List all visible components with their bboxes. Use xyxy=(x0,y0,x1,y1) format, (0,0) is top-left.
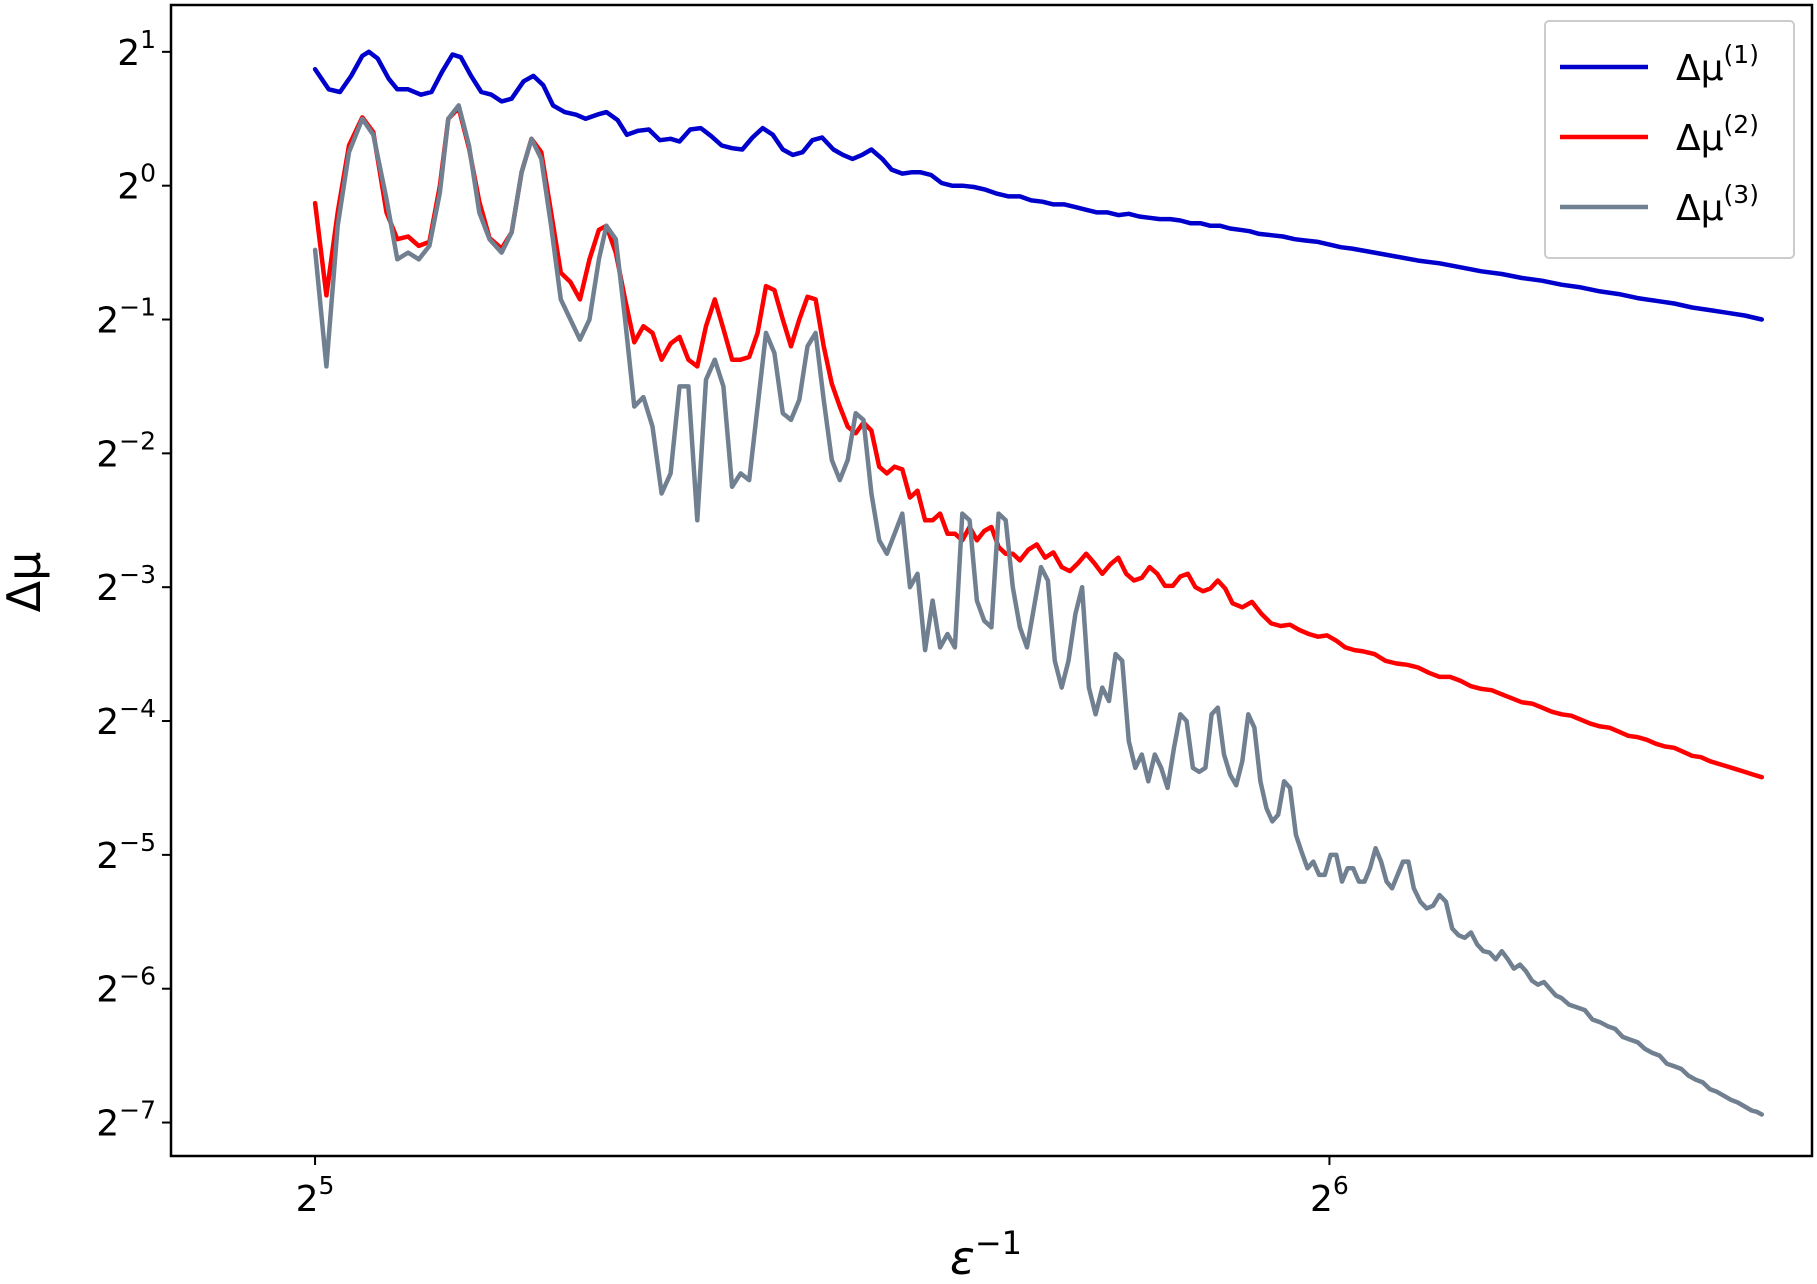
plot-frame xyxy=(169,3,1814,1158)
plot-lines xyxy=(312,49,1765,1117)
y-tick-label: 2−2 xyxy=(96,426,156,475)
y-tick-label: 2−5 xyxy=(96,828,156,877)
x-axis-label-exponent: −1 xyxy=(975,1224,1022,1262)
y-tick-label: 2−3 xyxy=(96,560,156,609)
legend-label-1: Δμ(1) xyxy=(1676,40,1759,89)
y-tick-label: 21 xyxy=(117,25,156,74)
legend: Δμ(1) Δμ(2) Δμ(3) xyxy=(1544,20,1795,259)
y-tick-label: 2−7 xyxy=(96,1096,156,1145)
y-tick-label: 20 xyxy=(117,159,156,208)
series-line-2 xyxy=(312,105,1765,780)
x-axis-ticks: 25 26 xyxy=(296,1156,1349,1220)
y-tick-label: 2−1 xyxy=(96,293,156,342)
series-line-3 xyxy=(312,103,1765,1117)
y-tick-label: 2−6 xyxy=(96,962,156,1011)
y-tick-label: 2−4 xyxy=(96,694,156,743)
x-axis-label: ε−1 xyxy=(950,1224,1022,1284)
y-axis-ticks: 21 20 2−1 2−2 2−3 2−4 2−5 2−6 2−7 xyxy=(96,25,171,1145)
x-tick-label: 26 xyxy=(1310,1171,1349,1220)
legend-label-2: Δμ(2) xyxy=(1676,110,1759,159)
legend-label-3: Δμ(3) xyxy=(1676,180,1759,229)
x-tick-label: 25 xyxy=(296,1171,335,1220)
legend-box xyxy=(1544,20,1795,259)
y-axis-label: Δμ xyxy=(0,552,51,613)
series-line-1 xyxy=(312,49,1765,322)
